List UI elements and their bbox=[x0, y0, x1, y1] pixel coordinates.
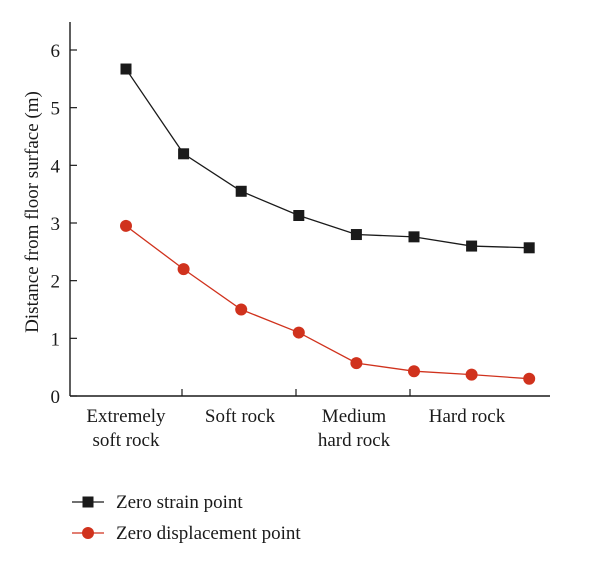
legend-item: Zero displacement point bbox=[72, 523, 301, 544]
y-axis-ticks: 0 1 2 3 4 5 6 bbox=[51, 41, 77, 408]
circle-marker bbox=[120, 219, 132, 232]
square-marker bbox=[293, 210, 305, 222]
x-category-label: Soft rock bbox=[205, 406, 276, 427]
circle-marker bbox=[177, 263, 190, 276]
square-marker bbox=[466, 240, 478, 252]
series-line bbox=[125, 225, 530, 380]
y-tick-label: 4 bbox=[51, 156, 61, 177]
y-tick-label: 3 bbox=[51, 214, 61, 235]
circle-marker bbox=[465, 368, 478, 381]
x-category-label: Medium hard rock bbox=[318, 406, 391, 451]
circle-marker bbox=[408, 365, 420, 378]
y-tick-label: 1 bbox=[51, 329, 61, 350]
legend-square-marker bbox=[82, 496, 94, 508]
circle-marker bbox=[292, 326, 305, 339]
circle-marker bbox=[523, 372, 536, 385]
legend: Zero strain point Zero displacement point bbox=[72, 492, 301, 544]
y-tick-label: 2 bbox=[51, 272, 61, 293]
square-marker bbox=[523, 242, 535, 254]
x-axis-categories: Extremely soft rock Soft rock Medium hard ro… bbox=[86, 389, 506, 451]
square-marker bbox=[120, 63, 132, 75]
legend-label: Zero strain point bbox=[116, 492, 243, 513]
x-category-label: Hard rock bbox=[429, 406, 506, 427]
y-axis-title: Distance from floor surface (m) bbox=[22, 91, 43, 333]
y-tick-label: 6 bbox=[51, 41, 61, 62]
legend-item: Zero strain point bbox=[72, 492, 243, 513]
square-marker bbox=[178, 148, 190, 160]
legend-label: Zero displacement point bbox=[116, 523, 301, 544]
circle-marker bbox=[235, 303, 248, 316]
square-marker bbox=[235, 185, 247, 197]
square-marker bbox=[408, 231, 420, 243]
axes bbox=[69, 22, 550, 397]
series-zero-displacement bbox=[120, 219, 536, 385]
y-tick-label: 5 bbox=[51, 99, 61, 120]
series-zero-strain bbox=[120, 63, 535, 254]
series-group bbox=[120, 63, 536, 385]
square-marker bbox=[350, 229, 362, 241]
y-tick-label: 0 bbox=[51, 387, 61, 408]
x-category-label: Extremely soft rock bbox=[86, 406, 166, 451]
legend-circle-marker bbox=[82, 527, 94, 539]
series-line bbox=[125, 68, 530, 249]
circle-marker bbox=[350, 357, 363, 370]
